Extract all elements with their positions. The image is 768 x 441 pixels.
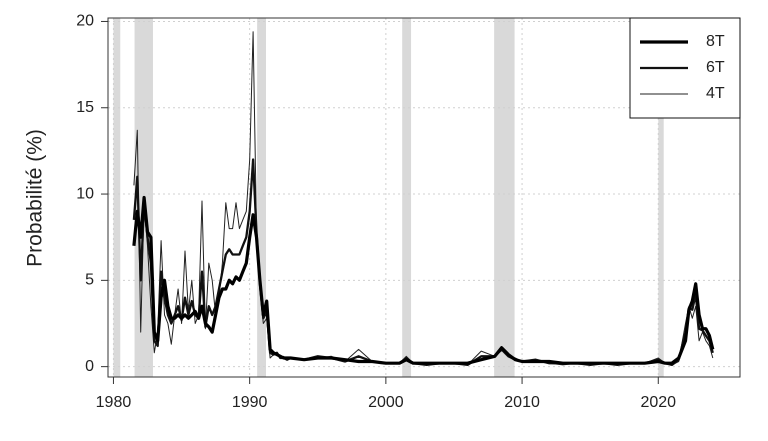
- x-tick-label: 2020: [640, 394, 676, 411]
- y-tick-label: 20: [76, 13, 94, 30]
- legend-label: 4T: [706, 85, 725, 102]
- x-tick-label: 2010: [504, 394, 540, 411]
- series-line: [132, 195, 715, 365]
- series-line: [132, 158, 714, 367]
- y-tick-label: 5: [85, 272, 94, 289]
- x-tick-label: 1990: [232, 394, 268, 411]
- shaded-period: [402, 18, 412, 377]
- y-tick-label: 0: [85, 358, 94, 375]
- x-tick-label: 1980: [96, 394, 132, 411]
- shaded-period: [494, 18, 515, 377]
- plot-frame: [107, 17, 741, 378]
- legend-label: 6T: [706, 59, 725, 76]
- legend-label: 8T: [706, 33, 725, 50]
- shaded-period: [113, 18, 121, 377]
- shaded-period: [658, 18, 664, 377]
- series-line: [133, 31, 714, 366]
- y-axis-label: Probabilité (%): [24, 129, 47, 267]
- shaded-period: [257, 18, 266, 377]
- y-tick-label: 15: [76, 99, 94, 116]
- x-tick-label: 2000: [368, 394, 404, 411]
- y-tick-label: 10: [76, 185, 94, 202]
